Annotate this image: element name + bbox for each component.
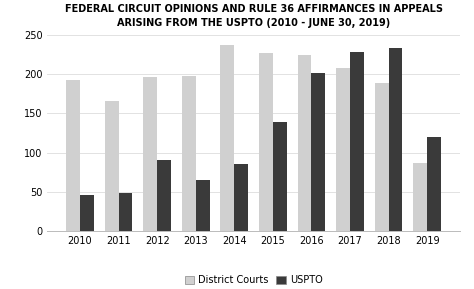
Bar	[259, 53, 273, 231]
Bar	[298, 55, 311, 231]
Bar	[80, 195, 94, 231]
Title: FEDERAL CIRCUIT OPINIONS AND RULE 36 AFFIRMANCES IN APPEALS
ARISING FROM THE USP: FEDERAL CIRCUIT OPINIONS AND RULE 36 AFF…	[64, 4, 443, 28]
Bar	[234, 164, 248, 231]
Bar	[273, 122, 287, 231]
Bar	[311, 73, 325, 231]
Bar	[413, 163, 427, 231]
Bar	[66, 80, 80, 231]
Bar	[350, 52, 364, 231]
Bar	[389, 48, 402, 231]
Bar	[196, 180, 210, 231]
Bar	[336, 68, 350, 231]
Bar	[157, 160, 171, 231]
Bar	[105, 101, 118, 231]
Bar	[374, 83, 389, 231]
Bar	[143, 77, 157, 231]
Legend: District Courts, USPTO: District Courts, USPTO	[181, 271, 327, 289]
Bar	[182, 75, 196, 231]
Bar	[220, 45, 234, 231]
Bar	[118, 193, 133, 231]
Bar	[427, 137, 441, 231]
